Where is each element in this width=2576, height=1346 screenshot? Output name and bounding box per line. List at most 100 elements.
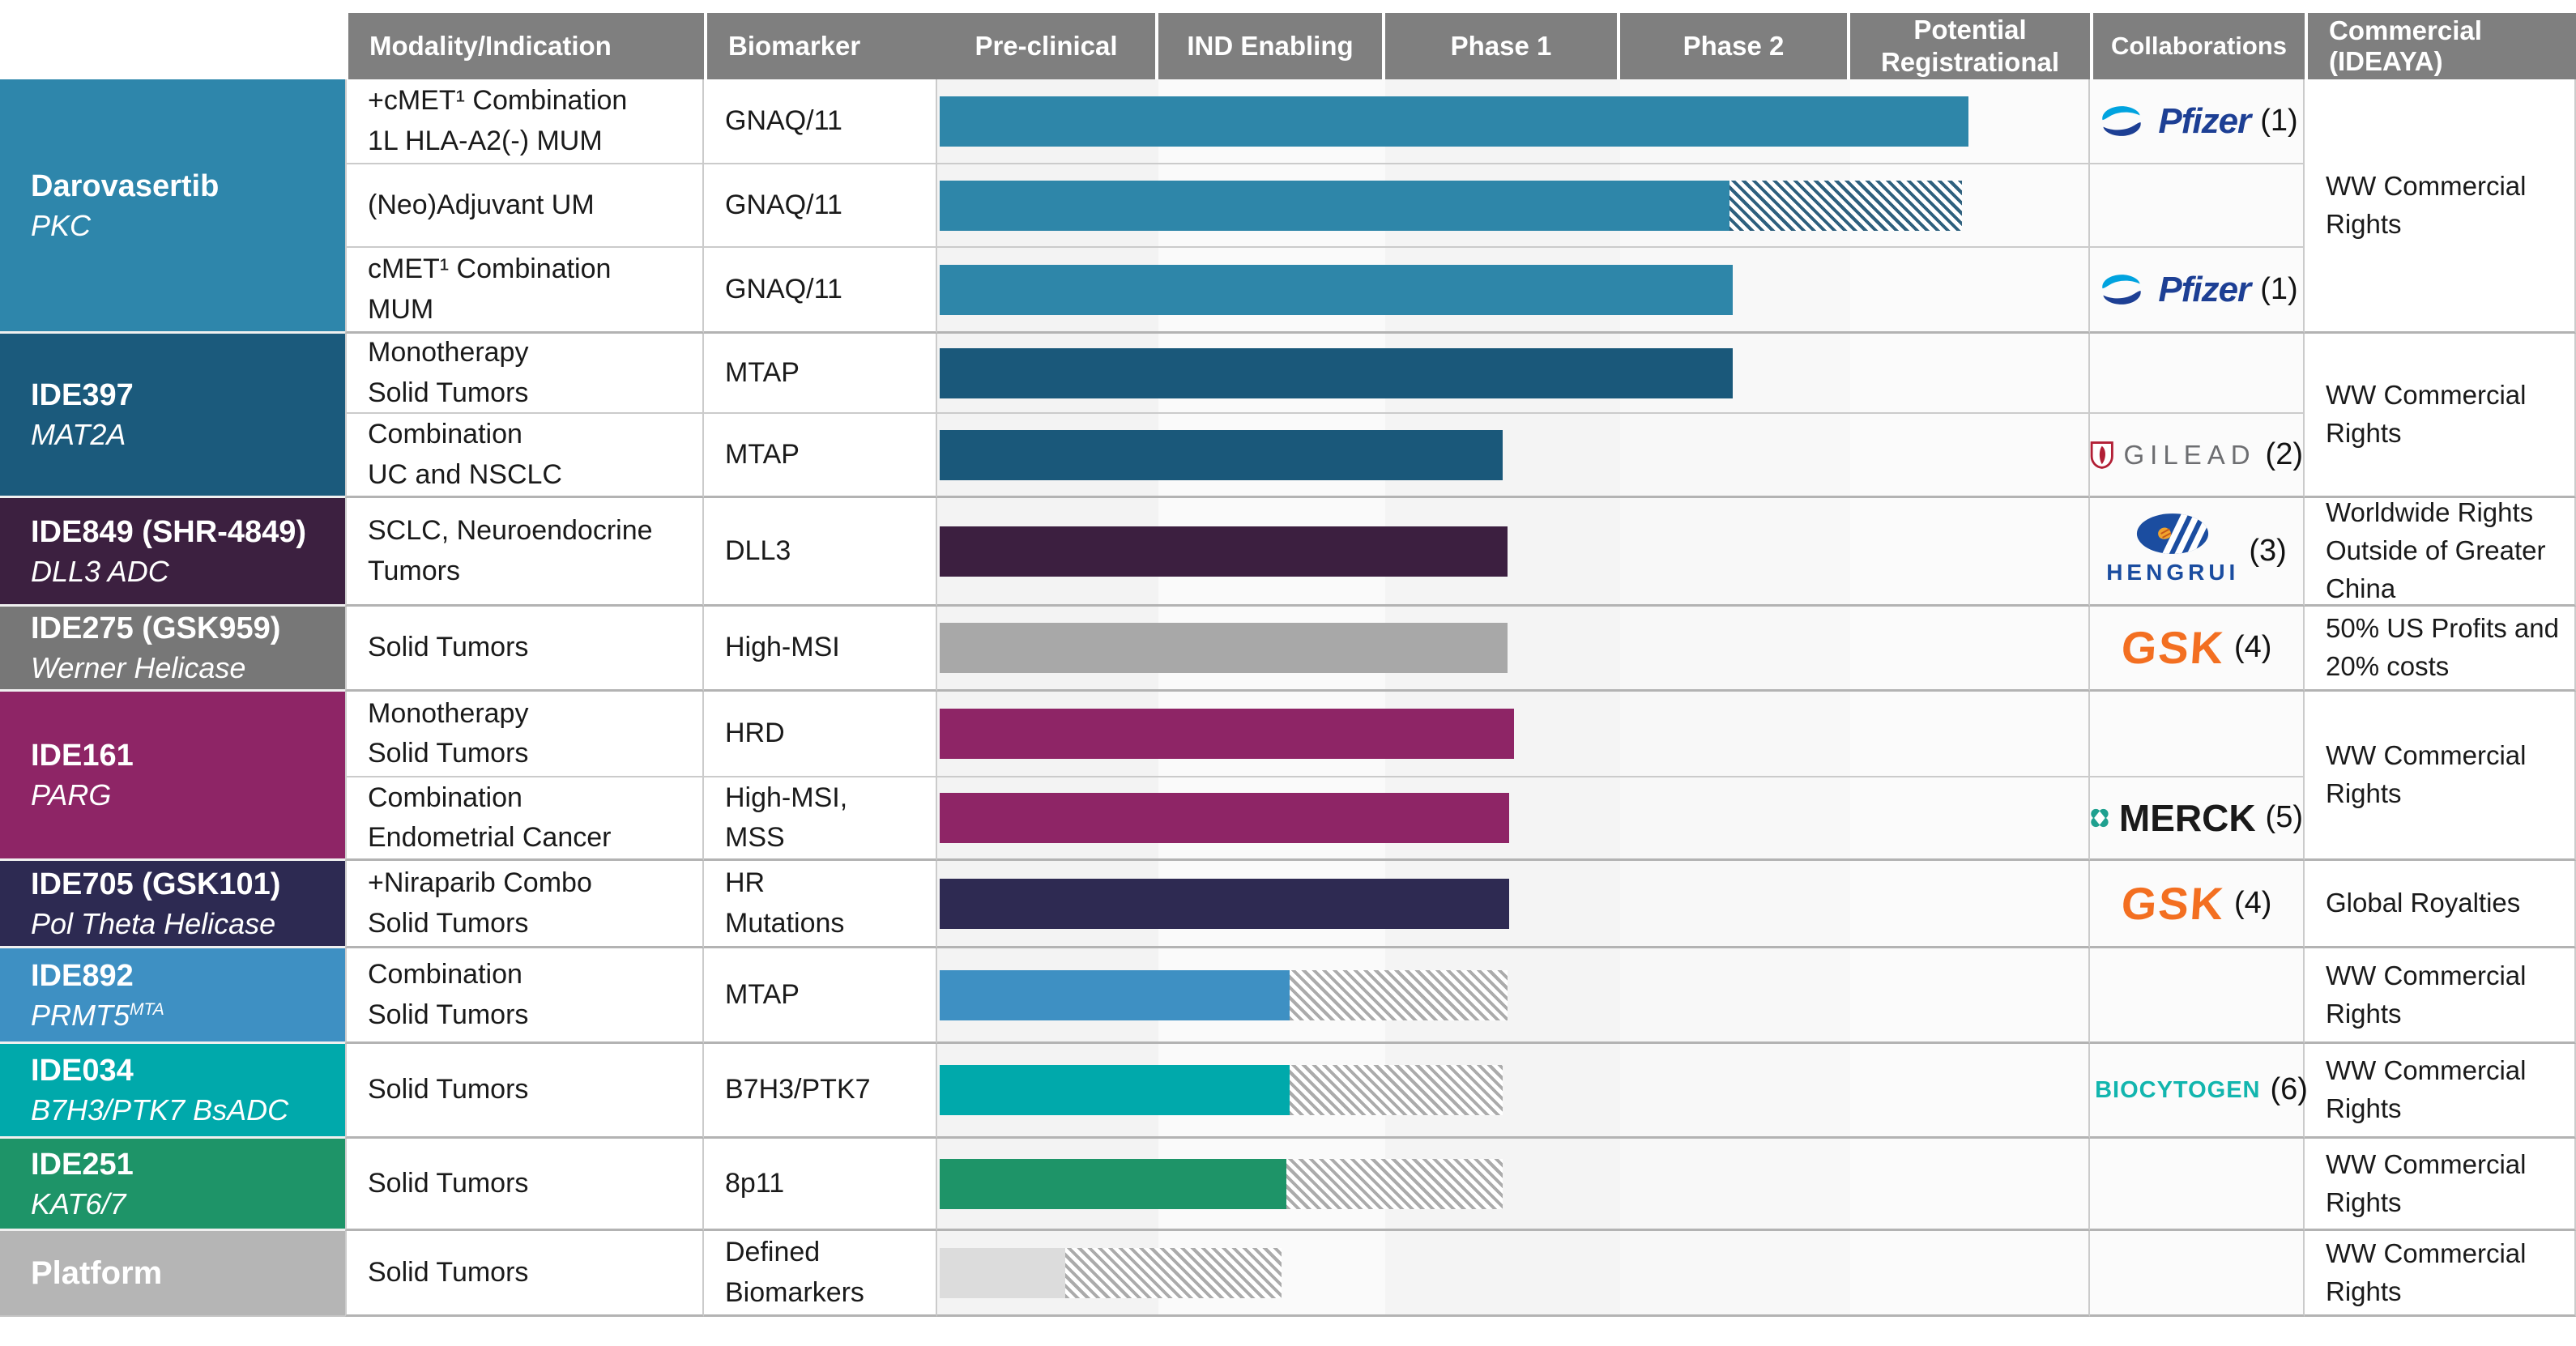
commercial-cell: WW Commercial Rights [2305, 948, 2576, 1044]
collab-cell-gsk: GSK (4) [2090, 861, 2305, 948]
biomarker-cell: GNAQ/11 [704, 248, 937, 334]
column-header-ind-enabling: IND Enabling [1158, 13, 1385, 79]
biomarker-cell: MTAP [704, 334, 937, 414]
modality-cell: Combination Solid Tumors [345, 948, 704, 1044]
program-cell-darovasertib: Darovasertib PKC [0, 79, 345, 334]
program-cell-ide275: IDE275 (GSK959) Werner Helicase [0, 607, 345, 692]
phase-track [937, 334, 2090, 414]
collab-note: (1) [2260, 271, 2298, 306]
modality-cell: Combination Endometrial Cancer [345, 777, 704, 861]
phase-track [937, 692, 2090, 777]
commercial-cell: WW Commercial Rights [2305, 334, 2576, 498]
pipeline-bar [940, 878, 1510, 929]
collab-cell-biocytogen: BIOCYTOGEN (6) [2090, 1044, 2308, 1139]
biomarker-cell: DLL3 [704, 498, 937, 607]
biomarker-cell: HR Mutations [704, 861, 937, 948]
collab-note: (6) [2270, 1072, 2308, 1107]
pipeline-bar [940, 347, 1734, 398]
modality-cell: Solid Tumors [345, 1231, 704, 1317]
program-target: PRMT5MTA [31, 998, 164, 1032]
pipeline-bar [940, 709, 1515, 759]
collab-note: (1) [2260, 103, 2298, 138]
biomarker-cell: GNAQ/11 [704, 164, 937, 248]
biomarker-cell: 8p11 [704, 1139, 937, 1231]
phase-track [937, 1231, 2090, 1317]
commercial-cell: Worldwide Rights Outside of Greater Chin… [2305, 497, 2576, 607]
commercial-cell: WW Commercial Rights [2305, 1044, 2576, 1139]
pipeline-bar [940, 264, 1734, 315]
biomarker-cell: Defined Biomarkers [704, 1231, 937, 1317]
collab-cell-hengrui: HENGRUI (3) [2090, 498, 2305, 607]
program-name: IDE397 [31, 378, 134, 413]
collab-cell-empty [2090, 948, 2305, 1044]
pipeline-table: Modality/Indication Biomarker Pre-clinic… [0, 13, 2576, 1317]
pipeline-bar-hatch [1064, 1247, 1282, 1298]
modality-cell: +cMET¹ Combination 1L HLA-A2(-) MUM [345, 79, 704, 164]
commercial-cell: 50% US Profits and 20% costs [2305, 607, 2576, 692]
column-header-collaborations: Collaborations [2090, 13, 2305, 79]
pfizer-mark-icon [2102, 274, 2142, 305]
biomarker-cell: High-MSI, MSS [704, 777, 937, 861]
pipeline-bar [940, 1247, 1065, 1298]
biomarker-cell: High-MSI [704, 607, 937, 692]
pfizer-logo-text: Pfizer [2158, 100, 2251, 141]
collab-note: (4) [2233, 630, 2272, 665]
collab-note: (5) [2265, 800, 2303, 835]
column-header-phase1: Phase 1 [1385, 13, 1620, 79]
corner-spacer [0, 13, 345, 79]
pipeline-bar-hatch [1289, 969, 1508, 1020]
program-cell-ide892: IDE892 PRMT5MTA [0, 948, 345, 1044]
pipeline-bar [940, 1158, 1286, 1209]
merck-mark-icon [2091, 808, 2109, 828]
pipeline-bar [940, 526, 1508, 577]
modality-cell: Monotherapy Solid Tumors [345, 692, 704, 777]
collab-note: (4) [2233, 885, 2272, 920]
pfizer-mark-icon [2102, 105, 2142, 136]
pipeline-bar-hatch [1729, 180, 1962, 231]
modality-cell: Solid Tumors [345, 1139, 704, 1231]
program-cell-ide705: IDE705 (GSK101) Pol Theta Helicase [0, 861, 345, 948]
column-header-commercial: Commercial (IDEAYA) [2305, 13, 2576, 79]
gilead-logo-text: GILEAD [2123, 439, 2256, 470]
program-target: B7H3/PTK7 BsADC [31, 1093, 289, 1127]
collab-cell-empty [2090, 692, 2305, 777]
pipeline-bar [940, 429, 1503, 480]
pipeline-bar-hatch [1286, 1158, 1503, 1209]
collab-cell-empty [2090, 334, 2305, 414]
biomarker-cell: MTAP [704, 414, 937, 498]
pipeline-bar-hatch [1289, 1065, 1503, 1115]
modality-cell: Combination UC and NSCLC [345, 414, 704, 498]
program-name: IDE275 (GSK959) [31, 611, 281, 646]
program-name: IDE892 [31, 958, 134, 993]
collab-note: (2) [2265, 437, 2303, 471]
pipeline-bar [940, 1065, 1290, 1115]
program-name: IDE034 [31, 1054, 134, 1088]
collab-cell-gilead: GILEAD (2) [2090, 414, 2305, 498]
biocytogen-logo-text: BIOCYTOGEN [2095, 1076, 2261, 1103]
collab-cell-empty [2090, 1139, 2305, 1231]
biomarker-cell: MTAP [704, 948, 937, 1044]
program-cell-ide034: IDE034 B7H3/PTK7 BsADC [0, 1044, 345, 1139]
collab-cell-merck: MERCK (5) [2090, 777, 2305, 861]
program-target: Werner Helicase [31, 651, 246, 685]
hengrui-logo-text: HENGRUI [2106, 560, 2240, 586]
program-name: IDE849 (SHR-4849) [31, 514, 307, 549]
collab-cell-gsk: GSK (4) [2090, 607, 2305, 692]
program-target: PARG [31, 778, 112, 812]
column-header-potential-registrational: Potential Registrational [1850, 13, 2090, 79]
modality-cell: cMET¹ Combination MUM [345, 248, 704, 334]
pipeline-bar [940, 96, 1969, 147]
pipeline-bar [940, 180, 1729, 231]
phase-track [937, 1044, 2090, 1139]
phase-track [937, 861, 2090, 948]
hengrui-mark-icon [2137, 513, 2209, 555]
biomarker-cell: HRD [704, 692, 937, 777]
program-name: IDE161 [31, 739, 134, 773]
program-target: Pol Theta Helicase [31, 906, 276, 940]
modality-cell: Monotherapy Solid Tumors [345, 334, 704, 414]
commercial-cell: WW Commercial Rights [2305, 1231, 2576, 1317]
program-cell-ide251: IDE251 KAT6/7 [0, 1139, 345, 1231]
program-name: Platform [31, 1254, 163, 1291]
program-name: Darovasertib [31, 168, 220, 203]
modality-cell: Solid Tumors [345, 1044, 704, 1139]
